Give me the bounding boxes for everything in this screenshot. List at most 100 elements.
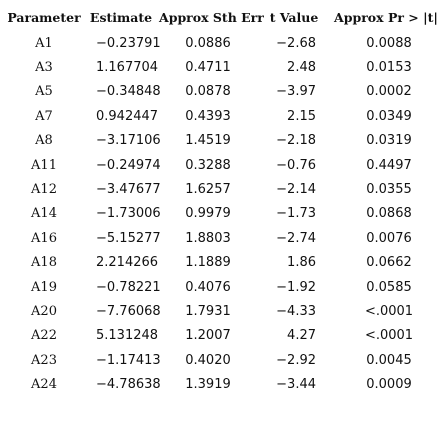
table-row: A19 −0.78221 0.4076 −1.92 0.0585: [4, 275, 442, 299]
cell-p-value: 0.0153: [366, 60, 412, 76]
cell-estimate: −3.17106: [96, 133, 161, 149]
table-row: A11 −0.24974 0.3288 −0.76 0.4497: [4, 153, 442, 177]
cell-parameter: A5: [35, 84, 53, 100]
cell-t-value: −2.68: [276, 35, 316, 51]
cell-std-err: 1.2007: [185, 328, 231, 344]
parameter-estimates-table: Parameter Estimate Approx Sth Err t Valu…: [4, 4, 442, 397]
table-row: A12 −3.47677 1.6257 −2.14 0.0355: [4, 177, 442, 201]
cell-std-err: 1.7931: [185, 303, 231, 319]
cell-p-value: 0.0009: [366, 377, 412, 393]
cell-estimate: 2.214266: [96, 255, 159, 271]
table-body: A1 −0.23791 0.0886 −2.68 0.0088 A3 1.167704 0.4…: [4, 31, 442, 397]
table-row: A18 2.214266 1.1889 1.86 0.0662: [4, 251, 442, 275]
table-row: A7 0.942447 0.4393 2.15 0.0349: [4, 104, 442, 128]
cell-p-value: <.0001: [364, 303, 414, 319]
cell-parameter: A8: [35, 133, 53, 149]
cell-parameter: A3: [35, 60, 53, 76]
cell-t-value: −1.92: [276, 279, 316, 295]
cell-std-err: 1.6257: [185, 182, 231, 198]
cell-estimate: 1.167704: [96, 60, 159, 76]
cell-estimate: −0.23791: [96, 35, 161, 51]
header-t-value: t Value: [269, 10, 319, 25]
cell-t-value: 2.15: [287, 108, 316, 124]
cell-parameter: A24: [31, 377, 57, 393]
cell-p-value: <.0001: [364, 328, 414, 344]
cell-estimate: −0.24974: [96, 157, 161, 173]
cell-parameter: A16: [31, 230, 57, 246]
cell-t-value: −2.74: [276, 230, 316, 246]
cell-p-value: 0.0088: [366, 35, 412, 51]
cell-t-value: −0.76: [276, 157, 316, 173]
cell-estimate: −5.15277: [96, 230, 161, 246]
table-row: A1 −0.23791 0.0886 −2.68 0.0088: [4, 31, 442, 55]
cell-t-value: 4.27: [287, 328, 316, 344]
cell-p-value: 0.0868: [366, 206, 412, 222]
header-std-err: Approx Sth Err: [159, 10, 264, 25]
cell-std-err: 0.0878: [185, 84, 231, 100]
cell-t-value: −1.73: [276, 206, 316, 222]
cell-p-value: 0.0349: [366, 108, 412, 124]
cell-parameter: A11: [31, 157, 57, 173]
header-p-value: Approx Pr > |t|: [334, 10, 438, 25]
cell-std-err: 0.4076: [185, 279, 231, 295]
cell-estimate: −0.34848: [96, 84, 161, 100]
cell-parameter: A19: [31, 279, 57, 295]
table-row: A16 −5.15277 1.8803 −2.74 0.0076: [4, 226, 442, 250]
cell-estimate: 5.131248: [96, 328, 159, 344]
cell-parameter: A14: [31, 206, 57, 222]
cell-std-err: 0.9979: [185, 206, 231, 222]
cell-estimate: −1.73006: [96, 206, 161, 222]
cell-std-err: 1.8803: [185, 230, 231, 246]
cell-estimate: −3.47677: [96, 182, 161, 198]
table-header: Parameter Estimate Approx Sth Err t Valu…: [4, 4, 442, 31]
cell-t-value: −2.14: [276, 182, 316, 198]
cell-p-value: 0.4497: [366, 157, 412, 173]
cell-p-value: 0.0662: [366, 255, 412, 271]
cell-t-value: −3.97: [276, 84, 316, 100]
cell-estimate: −0.78221: [96, 279, 161, 295]
cell-estimate: 0.942447: [96, 108, 159, 124]
cell-std-err: 0.4711: [185, 60, 231, 76]
cell-p-value: 0.0002: [366, 84, 412, 100]
cell-p-value: 0.0045: [366, 352, 412, 368]
table-row: A8 −3.17106 1.4519 −2.18 0.0319: [4, 129, 442, 153]
cell-estimate: −1.17413: [96, 352, 161, 368]
cell-p-value: 0.0585: [366, 279, 412, 295]
cell-t-value: 1.86: [287, 255, 316, 271]
cell-parameter: A7: [35, 108, 53, 124]
table-row: A5 −0.34848 0.0878 −3.97 0.0002: [4, 80, 442, 104]
cell-estimate: −7.76068: [96, 303, 161, 319]
cell-std-err: 1.4519: [185, 133, 231, 149]
header-row: Parameter Estimate Approx Sth Err t Valu…: [4, 4, 442, 31]
table-row: A20 −7.76068 1.7931 −4.33 <.0001: [4, 299, 442, 323]
cell-std-err: 0.4020: [185, 352, 231, 368]
cell-t-value: −2.18: [276, 133, 316, 149]
table-row: A23 −1.17413 0.4020 −2.92 0.0045: [4, 348, 442, 372]
cell-p-value: 0.0355: [366, 182, 412, 198]
cell-std-err: 0.4393: [185, 108, 231, 124]
table-row: A14 −1.73006 0.9979 −1.73 0.0868: [4, 202, 442, 226]
cell-parameter: A12: [31, 182, 57, 198]
cell-t-value: −2.92: [276, 352, 316, 368]
cell-parameter: A1: [35, 35, 53, 51]
cell-t-value: −3.44: [276, 377, 316, 393]
cell-parameter: A20: [31, 303, 57, 319]
cell-t-value: −4.33: [276, 303, 316, 319]
cell-t-value: 2.48: [287, 60, 316, 76]
cell-p-value: 0.0319: [366, 133, 412, 149]
table-row: A24 −4.78638 1.3919 −3.44 0.0009: [4, 372, 442, 396]
table-row: A3 1.167704 0.4711 2.48 0.0153: [4, 55, 442, 79]
cell-std-err: 0.3288: [185, 157, 231, 173]
cell-std-err: 0.0886: [185, 35, 231, 51]
cell-parameter: A23: [31, 352, 57, 368]
parameter-estimates-table-container: Parameter Estimate Approx Sth Err t Valu…: [4, 4, 442, 397]
cell-p-value: 0.0076: [366, 230, 412, 246]
cell-estimate: −4.78638: [96, 377, 161, 393]
cell-parameter: A22: [31, 328, 57, 344]
cell-parameter: A18: [31, 255, 57, 271]
cell-std-err: 1.3919: [185, 377, 231, 393]
cell-std-err: 1.1889: [185, 255, 231, 271]
header-estimate: Estimate: [89, 10, 153, 25]
header-parameter: Parameter: [7, 10, 81, 25]
table-row: A22 5.131248 1.2007 4.27 <.0001: [4, 324, 442, 348]
